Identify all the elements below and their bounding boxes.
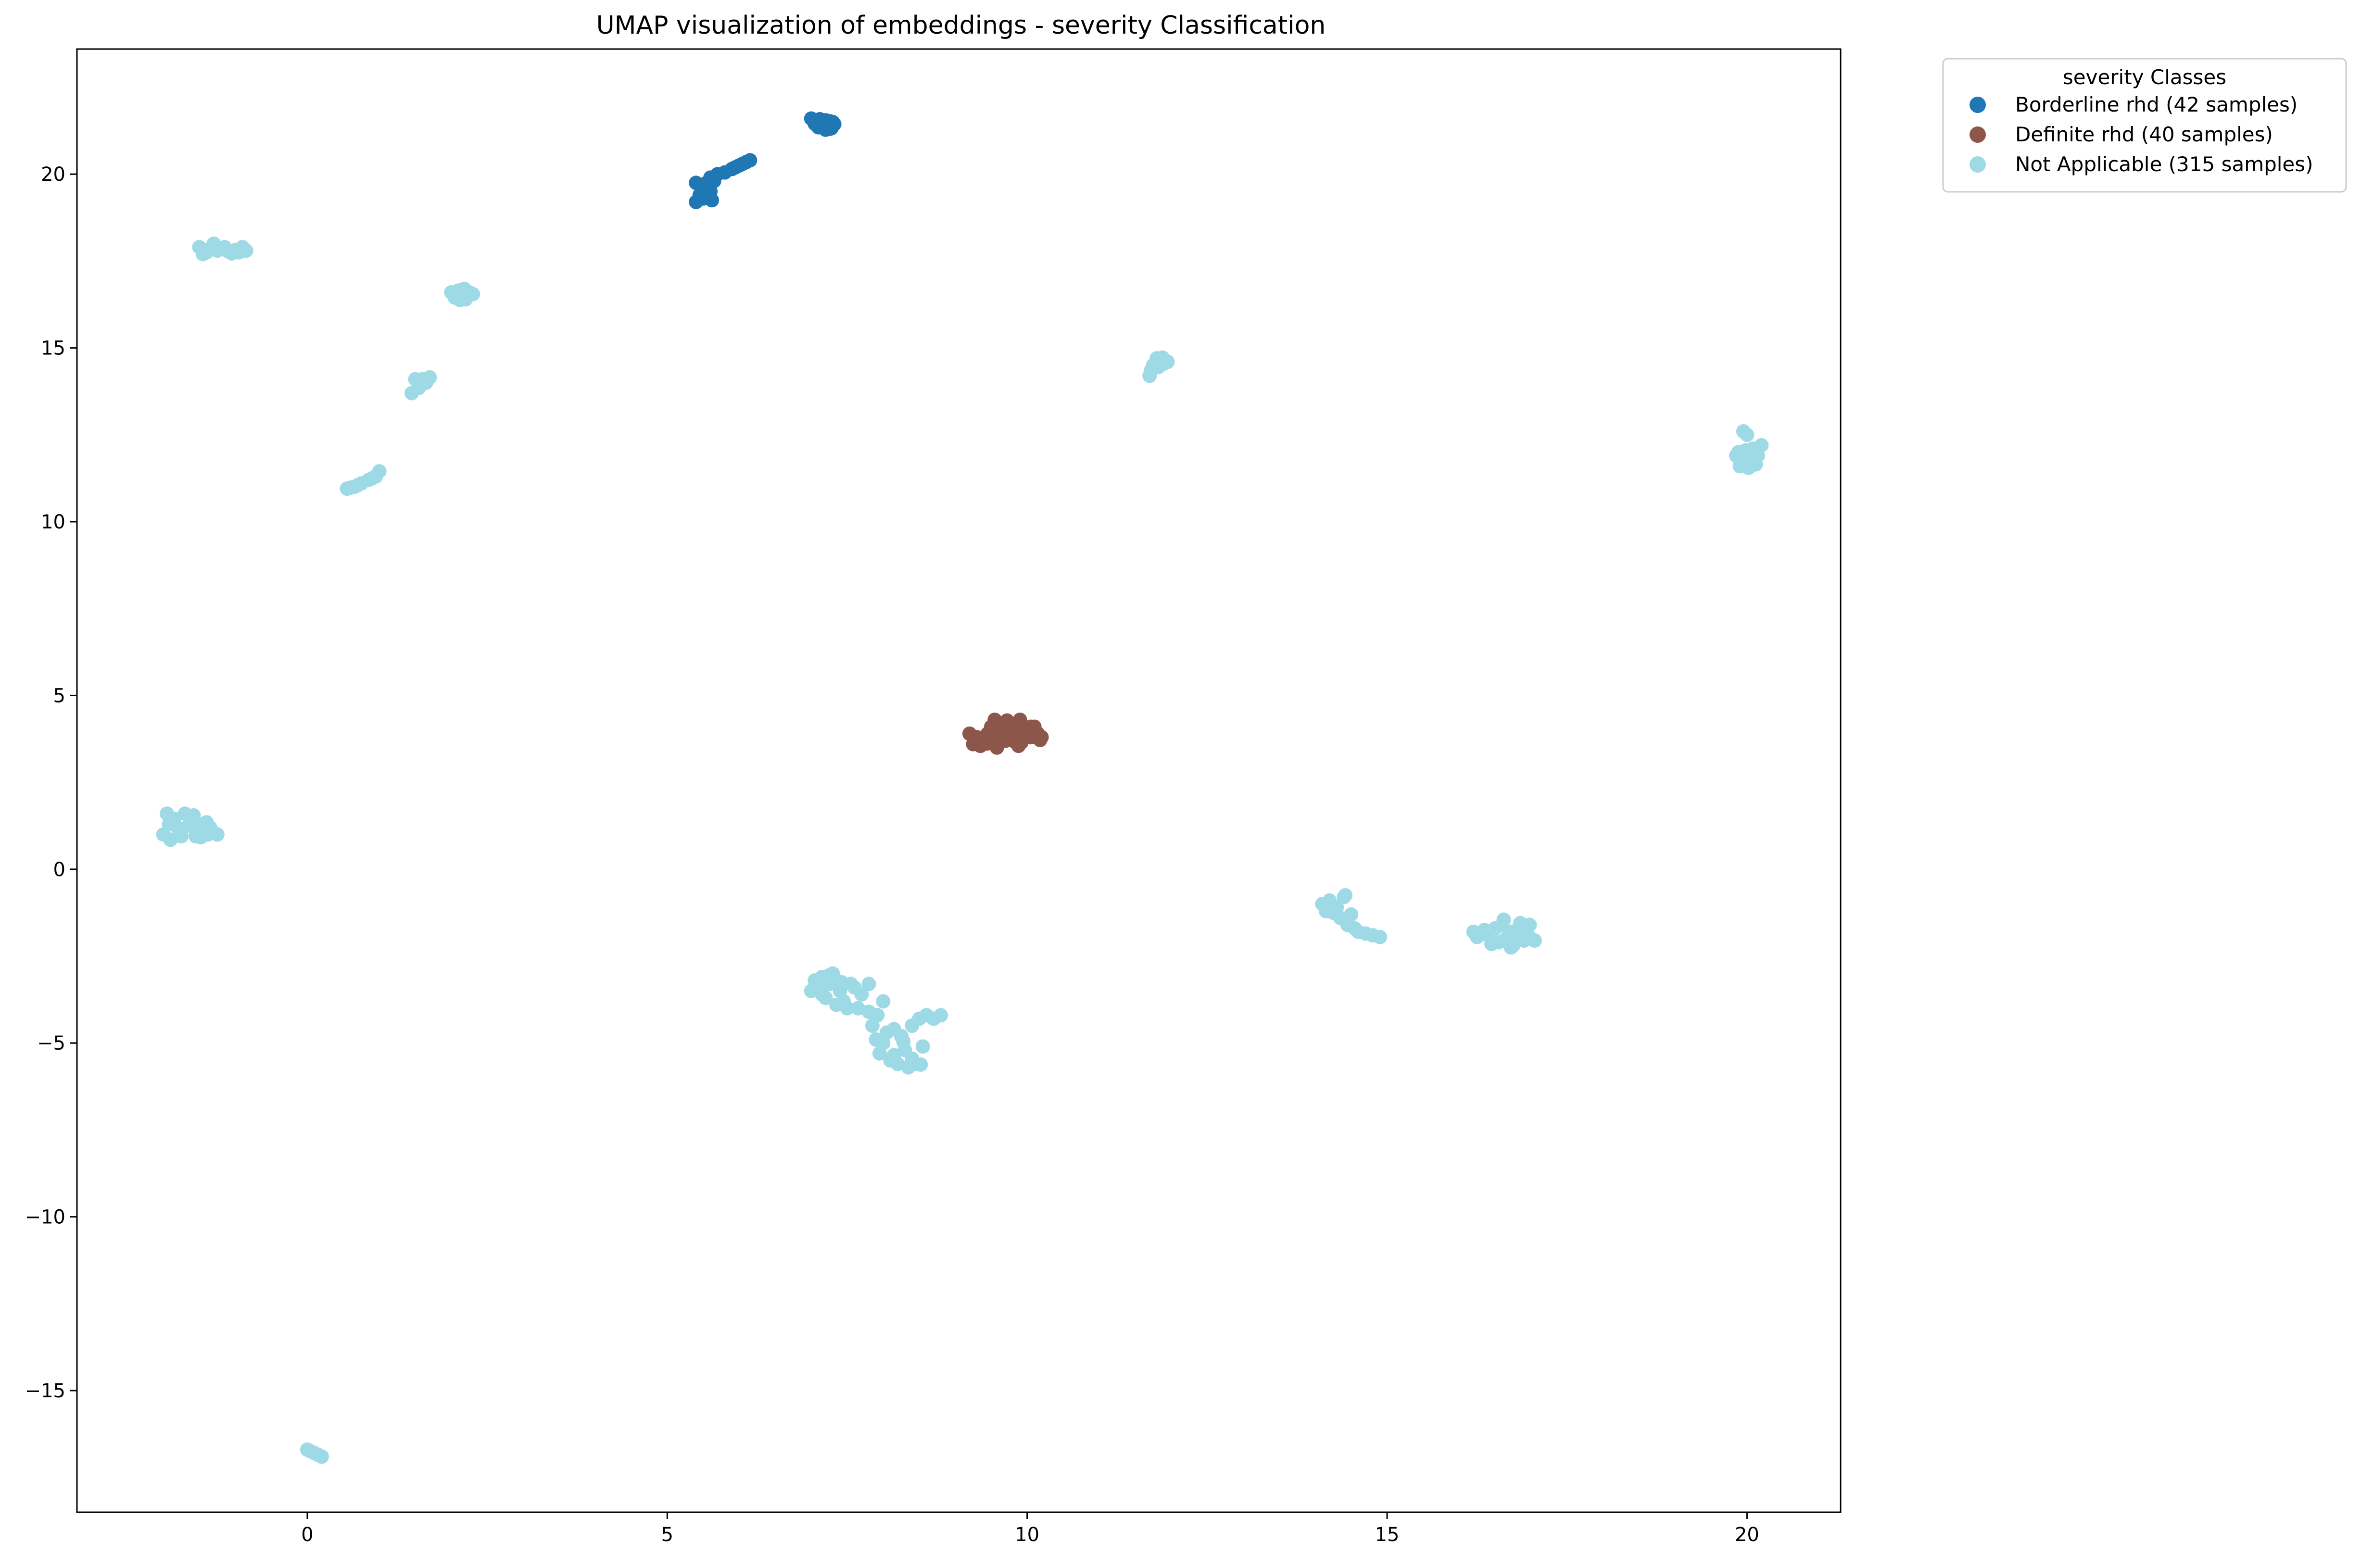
y-axis: −15 −10 −5 0 5 10 15 20 — [25, 163, 77, 1402]
series-2 — [156, 236, 1769, 1464]
data-point — [1155, 350, 1170, 365]
data-point — [827, 117, 842, 132]
data-point — [201, 827, 215, 842]
data-point — [453, 292, 467, 307]
data-point — [913, 1057, 928, 1072]
data-point — [1522, 917, 1537, 932]
data-point — [1373, 929, 1388, 944]
data-point — [1496, 912, 1511, 927]
y-tick-label: 10 — [41, 511, 65, 533]
data-point — [694, 186, 709, 201]
data-point — [1326, 905, 1340, 920]
legend-label: Definite rhd (40 samples) — [2015, 123, 2273, 146]
data-point — [1477, 923, 1492, 938]
data-point — [979, 736, 994, 751]
data-point — [886, 1048, 901, 1063]
data-point — [1484, 937, 1499, 952]
points-layer — [156, 111, 1769, 1464]
data-point — [1011, 739, 1026, 753]
data-point — [876, 1036, 891, 1051]
y-tick-label: 20 — [41, 163, 65, 186]
data-point — [1503, 940, 1518, 955]
data-point — [829, 997, 844, 1012]
data-point — [1344, 907, 1359, 922]
legend-marker — [1970, 156, 1986, 173]
data-point — [1527, 933, 1542, 948]
data-point — [968, 731, 983, 746]
data-point — [822, 968, 837, 983]
y-tick-label: −5 — [37, 1032, 65, 1054]
x-tick-label: 15 — [1375, 1524, 1400, 1546]
data-point — [743, 153, 758, 168]
data-point — [1735, 450, 1750, 465]
series-1 — [962, 713, 1049, 755]
legend-entries: Borderline rhd (42 samples) Definite rhd … — [1970, 93, 2313, 176]
legend-marker — [1970, 126, 1986, 143]
data-point — [174, 829, 189, 844]
data-point — [365, 471, 379, 486]
x-tick-label: 10 — [1015, 1524, 1039, 1546]
data-point — [314, 1449, 329, 1464]
data-point — [705, 193, 720, 208]
data-point — [999, 713, 1014, 728]
legend-label: Not Applicable (315 samples) — [2015, 152, 2313, 176]
series-0 — [689, 111, 842, 209]
legend: severity Classes Borderline rhd (42 samp… — [1942, 58, 2347, 193]
x-tick-label: 20 — [1735, 1524, 1759, 1546]
data-point — [870, 1008, 885, 1023]
x-tick-label: 5 — [661, 1524, 673, 1546]
data-point — [934, 1008, 948, 1023]
data-point — [1740, 427, 1755, 442]
legend-label: Borderline rhd (42 samples) — [2015, 93, 2298, 116]
legend-box — [1942, 58, 2347, 193]
data-point — [414, 377, 429, 392]
chart-title: UMAP visualization of embeddings - sever… — [596, 11, 1326, 40]
data-point — [206, 236, 221, 251]
data-point — [186, 808, 201, 823]
y-tick-label: 5 — [53, 685, 65, 707]
y-tick-label: −15 — [25, 1380, 65, 1402]
x-axis: 0 5 10 15 20 — [301, 1512, 1759, 1546]
data-point — [815, 120, 830, 135]
data-point — [854, 987, 869, 1002]
data-point — [915, 1039, 930, 1054]
x-tick-label: 0 — [301, 1524, 313, 1546]
legend-marker — [1970, 97, 1986, 113]
data-point — [861, 977, 876, 991]
data-point — [1033, 732, 1048, 747]
legend-title: severity Classes — [2063, 65, 2226, 89]
data-point — [1338, 888, 1353, 903]
data-point — [834, 975, 849, 990]
data-point — [815, 987, 830, 1002]
plot-area — [77, 49, 1841, 1512]
data-point — [876, 994, 891, 1009]
y-tick-label: 0 — [53, 859, 65, 881]
data-point — [896, 1034, 911, 1049]
data-point — [224, 246, 239, 261]
y-tick-label: 15 — [41, 338, 65, 360]
plot-frame — [76, 48, 1842, 1513]
data-point — [162, 816, 177, 831]
data-point — [343, 480, 358, 495]
y-tick-label: −10 — [25, 1206, 65, 1229]
